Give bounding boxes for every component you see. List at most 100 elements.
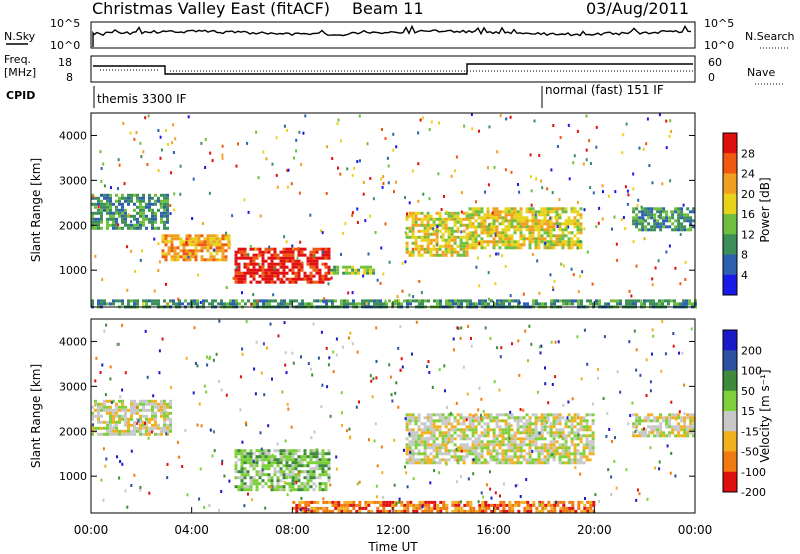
- heatmap-cell: [474, 413, 478, 417]
- heatmap-cell: [502, 299, 505, 303]
- heatmap-cell: [483, 458, 487, 462]
- heatmap-cell: [303, 247, 307, 251]
- heatmap-cell: [644, 416, 648, 420]
- heatmap-cell: [146, 375, 149, 379]
- heatmap-cell: [653, 228, 657, 232]
- heatmap-cell: [250, 303, 253, 306]
- heatmap-cell: [290, 425, 293, 429]
- heatmap-cell: [127, 432, 130, 436]
- heatmap-cell: [455, 401, 458, 405]
- heatmap-cell: [504, 234, 508, 238]
- heatmap-cell: [260, 447, 263, 451]
- heatmap-cell: [638, 434, 642, 438]
- heatmap-cell: [100, 214, 103, 218]
- heatmap-cell: [677, 225, 681, 229]
- heatmap-cell: [480, 491, 483, 495]
- heatmap-cell: [160, 402, 163, 406]
- heatmap-cell: [430, 509, 434, 513]
- heatmap-cell: [127, 423, 130, 427]
- heatmap-cell: [270, 262, 274, 266]
- heatmap-cell: [658, 299, 661, 303]
- heatmap-cell: [112, 202, 115, 206]
- heatmap-cell: [444, 238, 448, 242]
- heatmap-cell: [501, 419, 505, 423]
- colorbar-swatch: [723, 214, 737, 235]
- heatmap-cell: [462, 241, 466, 245]
- heatmap-cell: [465, 425, 469, 429]
- heatmap-cell: [537, 416, 541, 420]
- heatmap-cell: [325, 500, 329, 504]
- heatmap-cell: [528, 431, 532, 435]
- heatmap-cell: [397, 302, 400, 306]
- heatmap-cell: [677, 228, 681, 232]
- heatmap-cell: [276, 262, 280, 266]
- heatmap-cell: [356, 160, 359, 163]
- heatmap-cell: [677, 207, 681, 211]
- heatmap-cell: [507, 246, 511, 250]
- heatmap-cell: [91, 202, 94, 206]
- heatmap-cell: [237, 470, 241, 474]
- heatmap-cell: [483, 446, 487, 450]
- heatmap-cell: [255, 482, 259, 486]
- heatmap-cell: [318, 485, 322, 489]
- heatmap-cell: [625, 122, 628, 126]
- heatmap-cell: [100, 205, 103, 209]
- heatmap-cell: [444, 241, 448, 245]
- heatmap-cell: [475, 265, 478, 269]
- heatmap-cell: [163, 202, 166, 206]
- heatmap-cell: [486, 207, 490, 211]
- heatmap-cell: [474, 428, 478, 432]
- heatmap-cell: [249, 455, 253, 459]
- heatmap-cell: [501, 228, 505, 232]
- heatmap-cell: [310, 509, 314, 513]
- heatmap-cell: [124, 414, 127, 418]
- heatmap-cell: [154, 414, 157, 418]
- heatmap-cell: [246, 256, 250, 260]
- heatmap-cell: [653, 416, 657, 420]
- heatmap-cell: [692, 207, 696, 211]
- heatmap-cell: [320, 229, 322, 233]
- heatmap-cell: [237, 262, 241, 266]
- heatmap-cell: [486, 425, 490, 429]
- heatmap-cell: [465, 455, 469, 459]
- heatmap-cell: [303, 485, 307, 489]
- heatmap-cell: [121, 405, 124, 409]
- heatmap-cell: [447, 449, 451, 453]
- heatmap-cell: [241, 291, 243, 295]
- heatmap-cell: [139, 485, 142, 489]
- heatmap-cell: [243, 250, 247, 254]
- heatmap-cell: [531, 222, 535, 226]
- heatmap-cell: [438, 211, 442, 215]
- heatmap-cell: [591, 431, 595, 435]
- heatmap-cell: [573, 434, 577, 438]
- heatmap-cell: [552, 207, 556, 211]
- heatmap-cell: [447, 229, 451, 233]
- heatmap-cell: [438, 214, 442, 218]
- heatmap-cell: [227, 237, 231, 241]
- heatmap-cell: [237, 277, 241, 281]
- heatmap-cell: [100, 217, 103, 221]
- heatmap-cell: [525, 443, 529, 447]
- heatmap-cell: [456, 326, 459, 330]
- heatmap-cell: [154, 399, 157, 403]
- heatmap-cell: [417, 419, 421, 423]
- heatmap-cell: [126, 505, 129, 509]
- heatmap-cell: [433, 299, 436, 303]
- heatmap-cell: [478, 506, 482, 510]
- heatmap-cell: [492, 222, 496, 226]
- heatmap-cell: [421, 500, 425, 504]
- heatmap-cell: [423, 250, 427, 254]
- heatmap-cell: [327, 458, 331, 462]
- heatmap-cell: [450, 428, 454, 432]
- heatmap-cell: [531, 252, 534, 256]
- heatmap-cell: [475, 509, 479, 513]
- heatmap-cell: [495, 231, 499, 235]
- heatmap-cell: [212, 240, 216, 244]
- heatmap-cell: [151, 220, 154, 224]
- heatmap-cell: [218, 258, 222, 262]
- heatmap-cell: [549, 237, 553, 241]
- heatmap-cell: [352, 302, 355, 306]
- heatmap-cell: [691, 302, 694, 306]
- heatmap-cell: [630, 294, 633, 298]
- heatmap-cell: [546, 443, 550, 447]
